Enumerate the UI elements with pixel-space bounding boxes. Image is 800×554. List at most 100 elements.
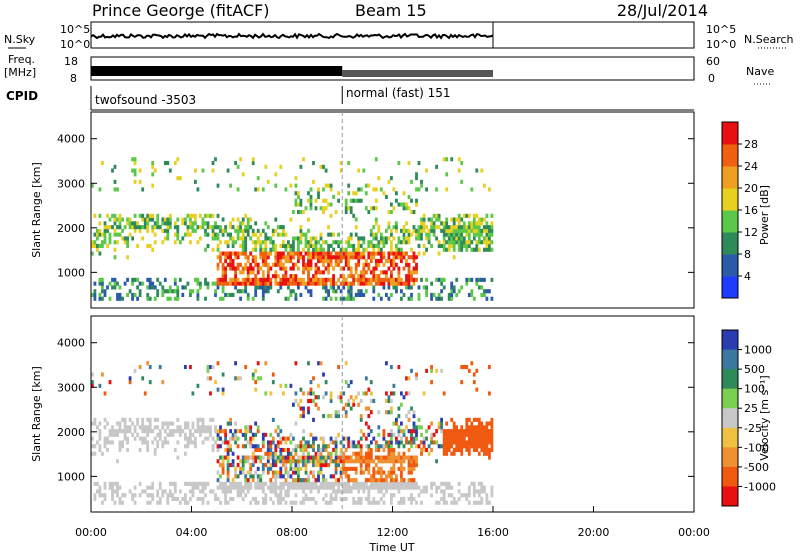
colorbar-swatch (722, 276, 738, 299)
heatmap-cell (467, 485, 471, 490)
heatmap-cell (312, 236, 315, 241)
heatmap-cell (385, 277, 388, 282)
heatmap-cell (294, 361, 298, 366)
heatmap-cell (314, 455, 318, 460)
heatmap-cell (191, 493, 195, 498)
heatmap-cell (116, 429, 119, 434)
heatmap-cell (116, 281, 119, 286)
heatmap-cell (216, 243, 220, 248)
heatmap-cell (101, 243, 104, 248)
nsearch-tick-bottom: 10^0 (706, 38, 736, 51)
heatmap-cell (289, 474, 293, 479)
heatmap-cell (201, 485, 205, 490)
heatmap-cell (400, 255, 403, 260)
heatmap-cell (287, 240, 290, 245)
heatmap-cell (387, 444, 391, 449)
heatmap-cell (246, 489, 250, 494)
heatmap-cell (276, 232, 280, 237)
heatmap-cell (347, 191, 351, 196)
heatmap-cell (387, 179, 391, 184)
heatmap-cell (219, 455, 222, 460)
heatmap-cell (332, 281, 335, 286)
cpid-segment-1: twofsound -3503 (95, 93, 196, 107)
heatmap-cell (364, 451, 368, 456)
heatmap-cell (163, 161, 167, 166)
heatmap-cell (116, 432, 119, 437)
heatmap-cell (236, 489, 240, 494)
heatmap-cell (467, 417, 471, 422)
heatmap-cell (354, 470, 358, 475)
heatmap-cell (390, 500, 393, 505)
heatmap-cell (407, 296, 411, 301)
heatmap-cell (111, 493, 114, 498)
heatmap-cell (103, 440, 107, 445)
heatmap-cell (400, 281, 403, 286)
heatmap-cell (254, 187, 258, 192)
heatmap-cell (385, 459, 388, 464)
heatmap-cell (299, 236, 303, 241)
heatmap-cell (292, 277, 295, 282)
heatmap-cell (412, 210, 416, 215)
heatmap-cell (284, 470, 288, 475)
heatmap-cell (131, 493, 134, 498)
heatmap-cell (412, 466, 416, 471)
heatmap-cell (106, 436, 109, 441)
heatmap-cell (136, 277, 139, 282)
heatmap-cell (422, 447, 426, 452)
heatmap-cell (196, 421, 200, 426)
heatmap-cell (219, 277, 222, 282)
heatmap-cell (231, 243, 235, 248)
heatmap-cell (387, 398, 391, 403)
heatmap-cell (488, 236, 491, 241)
heatmap-cell (359, 485, 363, 490)
heatmap-cell (284, 232, 288, 237)
heatmap-cell (327, 444, 330, 449)
heatmap-cell (219, 228, 222, 233)
heatmap-cell (204, 232, 207, 237)
heatmap-cell (256, 240, 260, 245)
heatmap-cell (490, 225, 494, 230)
heatmap-cell (359, 455, 363, 460)
heatmap-cell (241, 217, 245, 222)
heatmap-cell (324, 481, 328, 486)
heatmap-cell (437, 444, 441, 449)
heatmap-cell (435, 225, 438, 230)
heatmap-cell (477, 436, 481, 441)
heatmap-cell (435, 429, 438, 434)
heatmap-cell (470, 444, 474, 449)
heatmap-cell (327, 243, 330, 248)
heatmap-cell (279, 493, 283, 498)
heatmap-cell (236, 228, 240, 233)
heatmap-cell (251, 296, 255, 301)
velocity-y-label: Slant Range [km] (30, 366, 43, 462)
heatmap-cell (111, 481, 114, 486)
heatmap-cell (221, 429, 225, 434)
heatmap-cell (440, 481, 443, 486)
heatmap-cell (287, 493, 290, 498)
heatmap-cell (216, 361, 220, 366)
heatmap-cell (173, 161, 177, 166)
heatmap-cell (490, 296, 494, 301)
heatmap-cell (329, 213, 333, 218)
heatmap-cell (307, 406, 310, 411)
heatmap-cell (186, 436, 190, 441)
heatmap-cell (241, 466, 245, 471)
heatmap-cell (256, 481, 260, 486)
heatmap-cell (367, 455, 371, 460)
heatmap-cell (337, 251, 340, 256)
heatmap-cell (485, 493, 489, 498)
heatmap-cell (417, 485, 421, 490)
heatmap-cell (470, 221, 474, 226)
heatmap-cell (297, 478, 300, 483)
heatmap-cell (181, 496, 185, 501)
heatmap-cell (153, 425, 157, 430)
heatmap-cell (141, 225, 145, 230)
heatmap-cell (106, 243, 109, 248)
heatmap-cell (344, 202, 348, 207)
heatmap-cell (141, 440, 145, 445)
heatmap-cell (96, 232, 99, 237)
heatmap-cell (475, 440, 479, 445)
heatmap-cell (457, 221, 461, 226)
heatmap-cell (322, 187, 325, 192)
heatmap-cell (337, 455, 340, 460)
